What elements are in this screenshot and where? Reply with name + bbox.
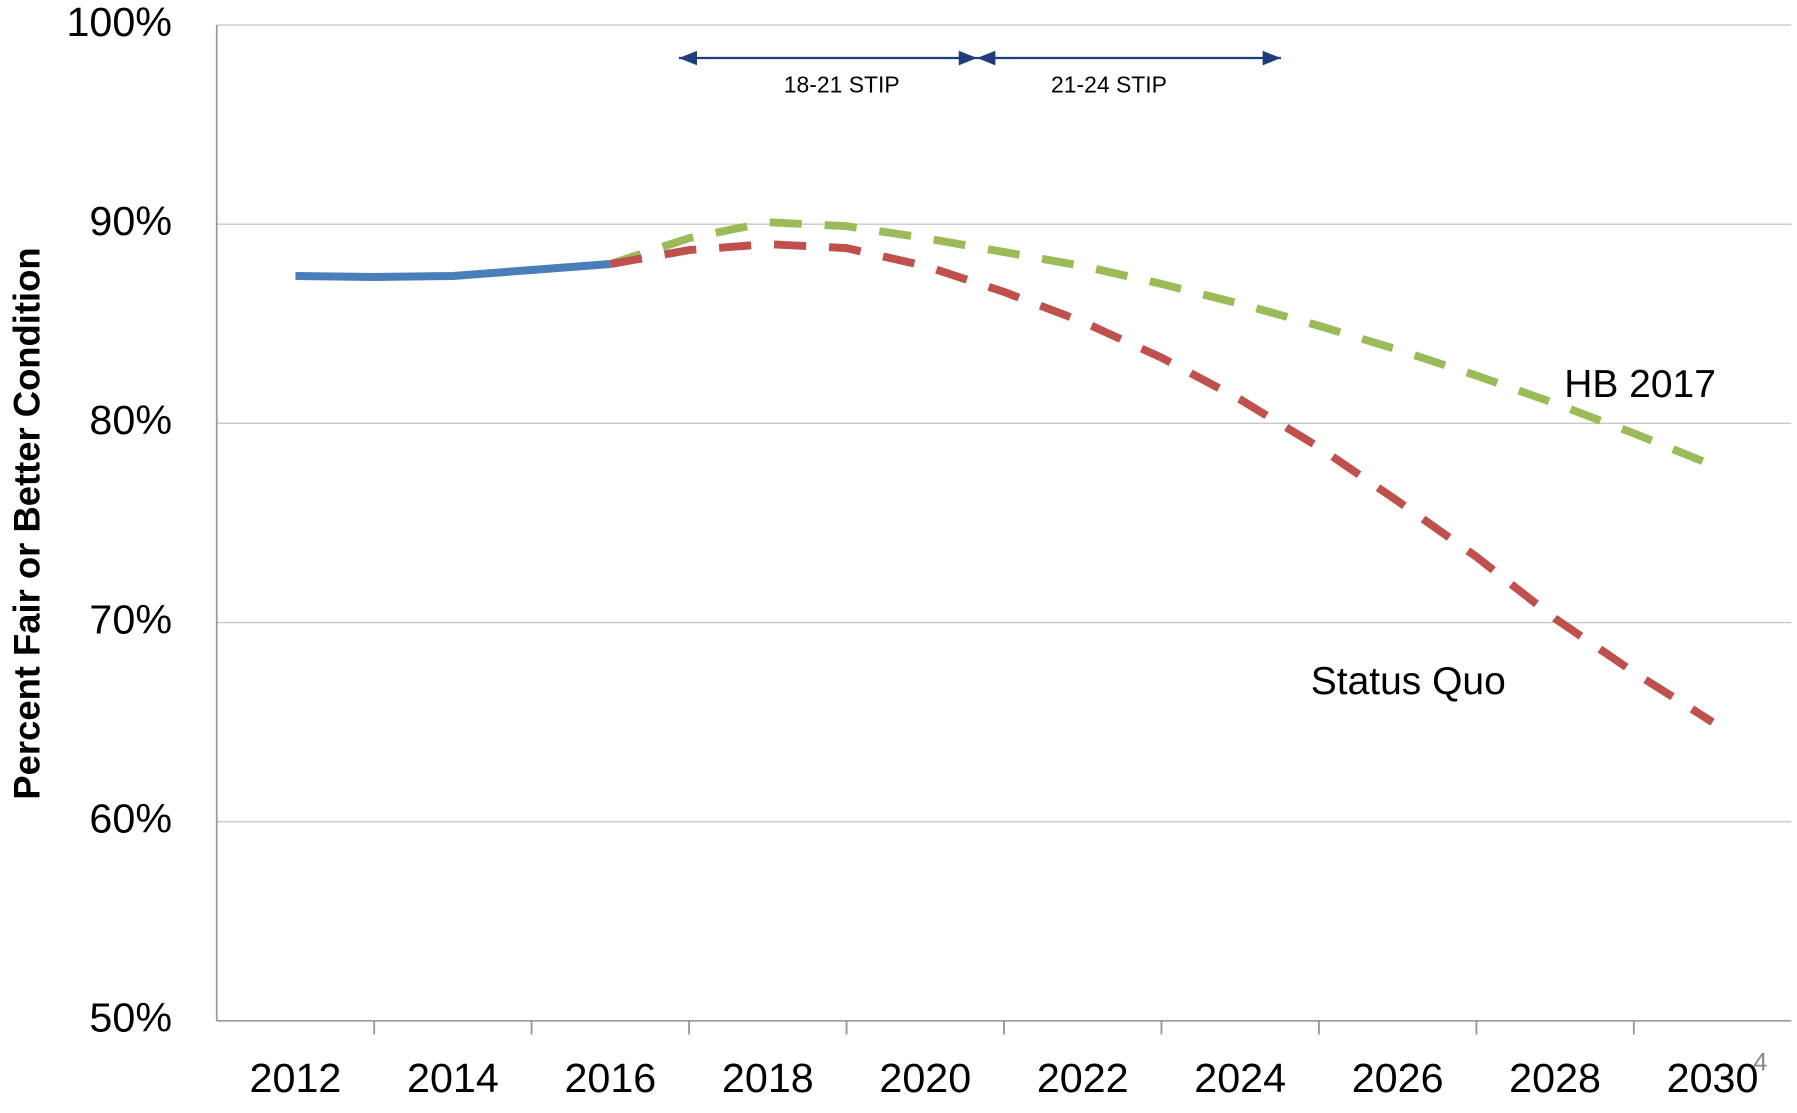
- x-tick-label: 2024: [1194, 1055, 1286, 1101]
- x-tick-label: 2030: [1667, 1055, 1759, 1101]
- y-tick-label: 50%: [89, 995, 172, 1041]
- x-tick-label: 2018: [722, 1055, 814, 1101]
- series-line: [295, 260, 611, 281]
- x-tick-label: 2026: [1352, 1055, 1444, 1101]
- x-tick-label: 2016: [564, 1055, 656, 1101]
- series-label: Status Quo: [1311, 660, 1506, 703]
- y-tick-label: 90%: [89, 198, 172, 244]
- series-label: HB 2017: [1564, 363, 1716, 406]
- x-tick-label: 2014: [407, 1055, 499, 1101]
- y-tick-label: 70%: [89, 596, 172, 642]
- x-tick-label: 2022: [1037, 1055, 1129, 1101]
- y-axis-label: Percent Fair or Better Condition: [6, 247, 47, 799]
- x-tick-label: 2020: [879, 1055, 971, 1101]
- y-tick-label: 100%: [66, 0, 172, 45]
- series-line: [609, 240, 1715, 726]
- annotation: 18-21 STIP: [784, 72, 900, 98]
- annotation: 21-24 STIP: [1051, 72, 1167, 98]
- series-line: [609, 218, 1715, 469]
- x-tick-label: 2012: [250, 1055, 342, 1101]
- y-tick-label: 60%: [89, 796, 172, 842]
- page-number: 4: [1753, 1049, 1767, 1077]
- x-tick-label: 2028: [1509, 1055, 1601, 1101]
- y-tick-label: 80%: [89, 397, 172, 443]
